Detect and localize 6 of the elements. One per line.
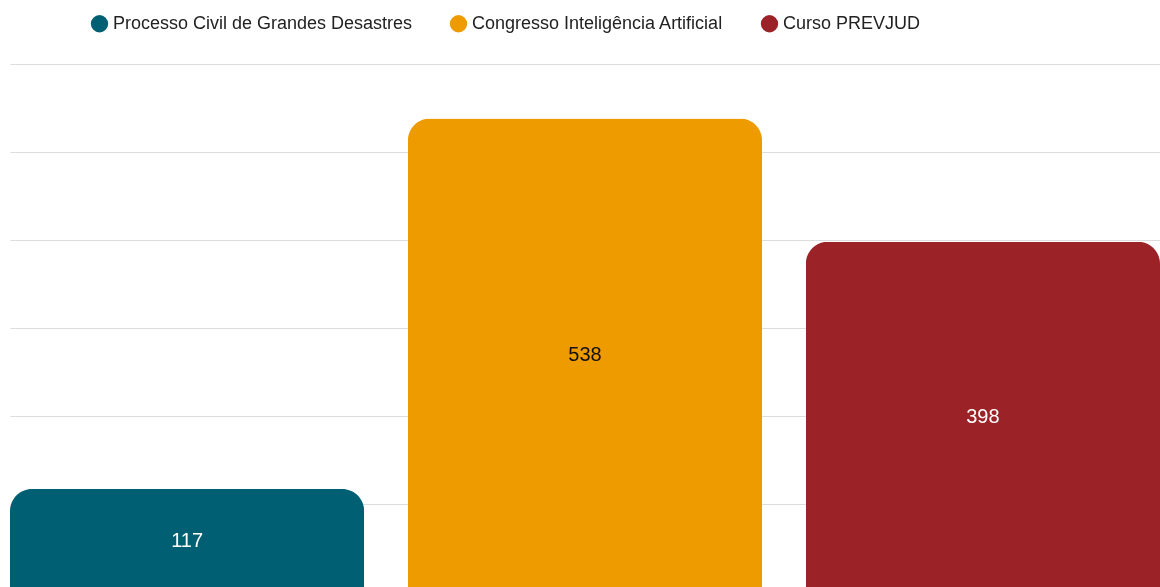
legend-label: Processo Civil de Grandes Desastres — [113, 12, 413, 33]
legend-label: Congresso Inteligência Artificial — [472, 12, 723, 33]
data-label: 398 — [966, 404, 1000, 427]
legend-label: Curso PREVJUD — [783, 12, 921, 33]
data-label: 117 — [171, 528, 204, 551]
data-label: 538 — [568, 343, 602, 366]
